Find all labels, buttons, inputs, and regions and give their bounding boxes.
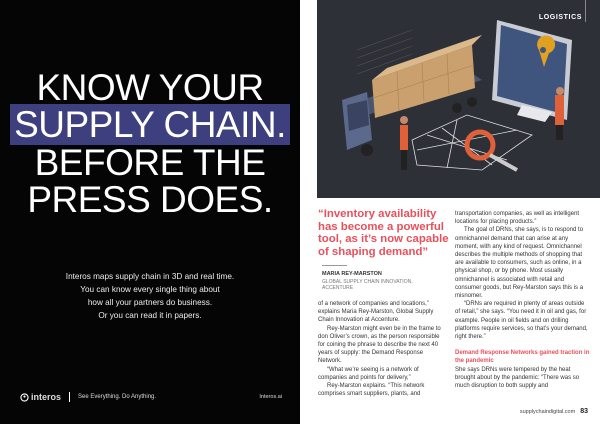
truck-and-map-illustration <box>342 20 572 172</box>
headline-highlight <box>10 104 290 145</box>
paragraph: of a network of companies and locations,… <box>318 301 434 324</box>
page-number: 83 <box>580 408 588 415</box>
footer-url[interactable]: supplychaindigital.com <box>519 409 576 415</box>
paragraph: “DRNs are required in plenty of areas ou… <box>455 301 588 341</box>
section-label: LOGISTICS <box>538 14 582 21</box>
article-column-2: transportation companies, as well as int… <box>455 210 591 390</box>
subheading: Demand Response Networks gained traction… <box>455 350 590 365</box>
interos-logo: interos <box>20 392 61 402</box>
paragraph: transportation companies, as well as int… <box>455 211 580 226</box>
body-line: You can know every single thing about <box>80 285 220 294</box>
headline-line: PRESS DOES. <box>27 179 273 220</box>
headline-line: KNOW YOUR <box>36 67 264 108</box>
advert-url[interactable]: Interos.ai <box>259 394 282 400</box>
speaker-name: MARIA REY-MARSTON <box>322 271 382 277</box>
interos-logo-icon <box>20 392 29 402</box>
section-divider <box>585 0 586 22</box>
slogan: See Everything. Do Anything. <box>78 394 157 400</box>
quote-divider <box>322 265 347 266</box>
headline-line: SUPPLY CHAIN. <box>14 104 286 145</box>
headline-line: BEFORE THE <box>34 142 266 183</box>
logistics-illustration: LOGISTICS <box>317 0 600 198</box>
speaker-role: GLOBAL SUPPLY CHAIN INNOVATION, ACCENTUR… <box>322 279 413 291</box>
advert-body: Interos maps supply chain in 3D and real… <box>0 270 300 322</box>
article-page: LOGISTICS “Inventory availability has be… <box>300 0 600 424</box>
page-footer: supplychaindigital.com 83 <box>520 408 588 415</box>
body-line: how all your partners do business. <box>87 298 213 307</box>
paragraph: Rey-Marston explains. “This network comp… <box>318 383 425 398</box>
paragraph: “What we’re seeing is a network of compa… <box>318 366 419 381</box>
logo-text: interos <box>31 392 62 402</box>
divider <box>69 392 71 402</box>
paragraph: She says DRNs were tempered by the heat … <box>455 366 580 390</box>
body-line: Or you can read it in papers. <box>98 311 202 320</box>
paragraph: Rey-Marston might even be in the frame t… <box>318 325 441 365</box>
advert-footer: interos See Everything. Do Anything. Int… <box>20 392 282 402</box>
body-line: Interos maps supply chain in 3D and real… <box>65 272 235 281</box>
pull-quote: “Inventory availability has become a pow… <box>318 208 449 258</box>
paragraph: The goal of DRNs, she says, is to respon… <box>455 227 584 300</box>
article-column-1: of a network of companies and locations,… <box>318 300 446 398</box>
advert-page: KNOW YOUR SUPPLY CHAIN. BEFORE THE PRESS… <box>0 0 300 424</box>
